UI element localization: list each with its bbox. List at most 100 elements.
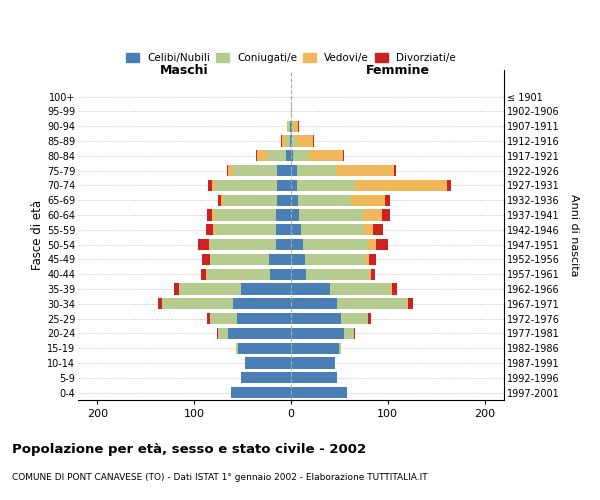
Bar <box>212 180 215 191</box>
Bar <box>241 284 291 294</box>
Bar <box>354 328 355 339</box>
Bar <box>291 136 292 146</box>
Bar <box>291 210 299 220</box>
Bar <box>281 136 282 146</box>
Bar <box>207 268 270 280</box>
Bar <box>202 254 209 265</box>
Bar <box>371 268 375 280</box>
Bar <box>256 150 257 162</box>
Bar <box>198 239 209 250</box>
Bar <box>282 136 286 146</box>
Bar <box>207 210 212 220</box>
Bar <box>270 268 291 280</box>
Bar <box>299 210 362 220</box>
Bar <box>286 150 291 162</box>
Bar <box>343 150 344 162</box>
Bar <box>297 180 355 191</box>
Bar <box>207 313 209 324</box>
Bar <box>287 120 288 132</box>
Bar <box>201 268 206 280</box>
Bar <box>233 298 291 310</box>
Bar <box>236 342 238 354</box>
Bar <box>158 298 162 310</box>
Bar <box>237 313 291 324</box>
Bar <box>291 120 292 132</box>
Bar <box>376 239 388 250</box>
Bar <box>218 194 221 206</box>
Bar <box>364 224 373 235</box>
Bar <box>217 328 218 339</box>
Bar <box>209 239 275 250</box>
Bar <box>447 180 451 191</box>
Bar <box>298 120 299 132</box>
Bar <box>291 268 307 280</box>
Bar <box>291 180 297 191</box>
Bar <box>390 284 392 294</box>
Bar <box>292 136 296 146</box>
Bar <box>290 136 291 146</box>
Bar <box>241 372 291 384</box>
Bar <box>302 239 368 250</box>
Bar <box>291 358 335 368</box>
Y-axis label: Anni di nascita: Anni di nascita <box>569 194 579 276</box>
Text: Femmine: Femmine <box>365 64 430 78</box>
Bar <box>228 165 233 176</box>
Bar <box>291 298 337 310</box>
Bar <box>373 224 383 235</box>
Bar <box>291 194 298 206</box>
Bar <box>335 165 394 176</box>
Bar <box>218 328 228 339</box>
Bar <box>291 239 302 250</box>
Bar <box>291 342 340 354</box>
Bar <box>310 150 343 162</box>
Bar <box>291 328 344 339</box>
Bar <box>277 194 291 206</box>
Bar <box>291 313 341 324</box>
Bar <box>291 254 305 265</box>
Bar <box>293 120 298 132</box>
Bar <box>224 194 277 206</box>
Bar <box>407 298 408 310</box>
Bar <box>208 180 212 191</box>
Bar <box>206 268 207 280</box>
Bar <box>215 180 277 191</box>
Bar <box>233 165 277 176</box>
Bar <box>292 120 293 132</box>
Bar <box>206 224 212 235</box>
Bar <box>351 194 385 206</box>
Bar <box>238 342 291 354</box>
Bar <box>162 298 233 310</box>
Bar <box>275 210 291 220</box>
Bar <box>277 165 291 176</box>
Bar <box>291 150 293 162</box>
Bar <box>269 254 291 265</box>
Bar <box>209 313 237 324</box>
Bar <box>245 358 291 368</box>
Bar <box>355 180 447 191</box>
Bar <box>291 165 297 176</box>
Bar <box>385 194 390 206</box>
Bar <box>277 224 291 235</box>
Bar <box>297 165 335 176</box>
Bar <box>291 372 337 384</box>
Bar <box>227 165 228 176</box>
Bar <box>267 150 286 162</box>
Bar <box>212 224 215 235</box>
Bar <box>305 254 365 265</box>
Bar <box>275 239 291 250</box>
Text: Maschi: Maschi <box>160 64 209 78</box>
Bar <box>179 284 241 294</box>
Bar <box>221 194 224 206</box>
Bar <box>392 284 397 294</box>
Bar <box>215 210 275 220</box>
Bar <box>368 313 371 324</box>
Bar <box>337 298 407 310</box>
Bar <box>370 268 371 280</box>
Bar <box>298 194 351 206</box>
Bar <box>408 298 413 310</box>
Bar <box>291 224 301 235</box>
Bar <box>228 328 291 339</box>
Bar <box>277 180 291 191</box>
Text: COMUNE DI PONT CANAVESE (TO) - Dati ISTAT 1° gennaio 2002 - Elaborazione TUTTITA: COMUNE DI PONT CANAVESE (TO) - Dati ISTA… <box>12 472 428 482</box>
Bar <box>365 254 370 265</box>
